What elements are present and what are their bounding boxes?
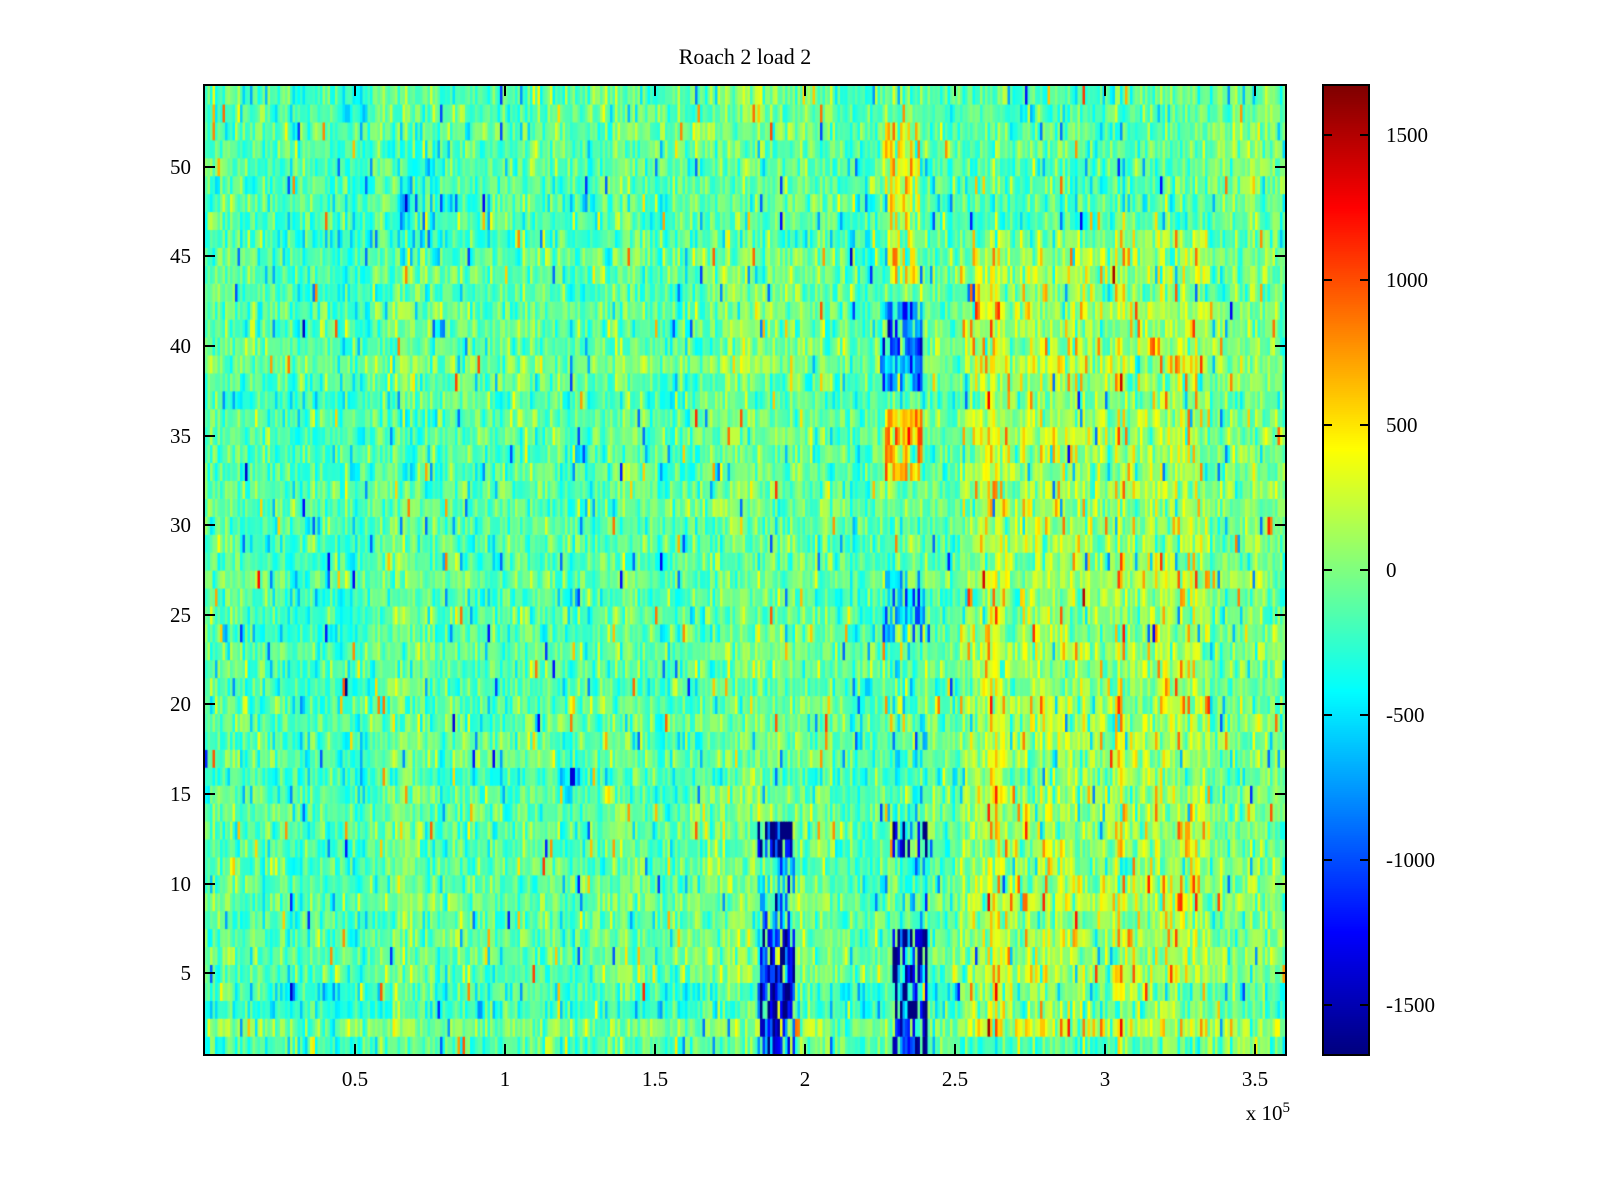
x-axis-tick-label: 1.5	[641, 1067, 669, 1091]
colorbar-tick-label: 0	[1386, 558, 1397, 582]
colorbar-tick-label: -1500	[1386, 992, 1435, 1017]
heatmap-canvas	[205, 86, 1285, 1054]
chart-title: Roach 2 load 2	[678, 44, 812, 69]
y-axis-tick-label: 35	[170, 423, 191, 448]
x-axis-tick-label: 3	[1099, 1067, 1111, 1091]
colorbar-tick-label: -1000	[1386, 847, 1435, 872]
colorbar-tick-label: -500	[1386, 702, 1425, 727]
x-axis-tick-label: 0.5	[341, 1067, 369, 1091]
colorbar-tick-label: 1000	[1386, 268, 1428, 293]
colorbar-tick-label: 500	[1386, 413, 1418, 438]
plot-area	[203, 84, 1287, 1056]
x-scale-exponent: 5	[1282, 1100, 1291, 1116]
y-axis-tick-label: 20	[170, 692, 191, 717]
y-axis-tick-label: 15	[170, 782, 191, 807]
colorbar-canvas	[1324, 86, 1368, 1054]
y-axis-tick-label: 30	[170, 513, 191, 538]
y-axis-tick-label: 50	[170, 154, 191, 179]
y-axis-tick-label: 45	[170, 244, 191, 269]
x-axis-tick-label: 2.5	[941, 1067, 969, 1091]
x-scale-prefix: x 10	[1245, 1101, 1283, 1125]
x-axis-tick-label: 2	[799, 1067, 811, 1091]
y-axis-tick-label: 40	[170, 333, 191, 358]
x-axis-scale-label: x 105	[1150, 1100, 1290, 1126]
colorbar	[1322, 84, 1370, 1056]
x-axis-tick-label: 3.5	[1241, 1067, 1269, 1091]
x-axis-tick-label: 1	[499, 1067, 511, 1091]
y-axis-tick-label: 10	[170, 871, 191, 896]
colorbar-tick-label: 1500	[1386, 123, 1428, 148]
y-axis-tick-label: 5	[180, 961, 192, 986]
y-axis-tick-label: 25	[170, 602, 191, 627]
